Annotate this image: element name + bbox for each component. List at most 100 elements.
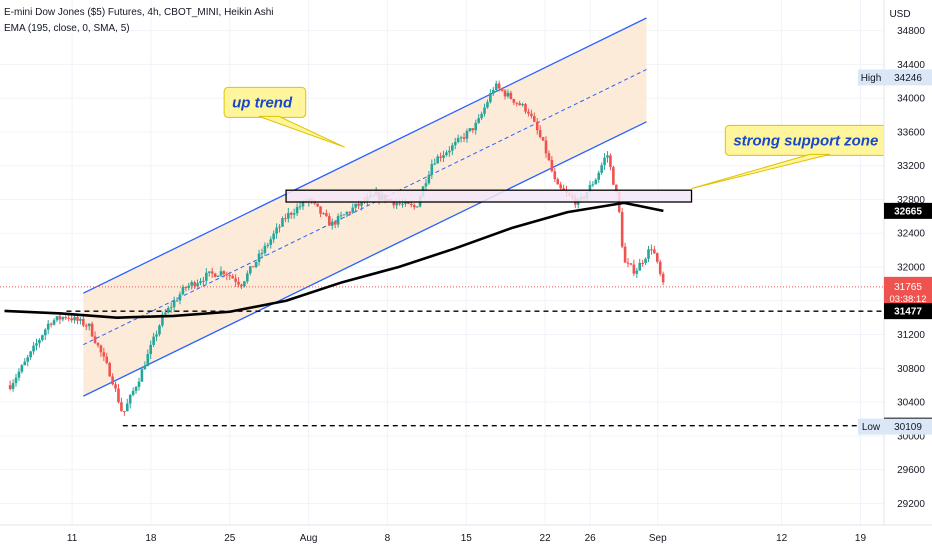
candle-body <box>137 381 141 387</box>
candle-body <box>187 285 191 288</box>
candle-body <box>533 116 536 122</box>
candle-body <box>486 102 489 108</box>
candle-body <box>184 287 188 289</box>
candle-body <box>480 113 483 119</box>
candle-body <box>240 284 243 287</box>
candle-body <box>210 271 214 274</box>
candle-body <box>117 388 120 403</box>
candle-body <box>623 246 627 263</box>
candle-body <box>169 307 173 309</box>
candle-body <box>234 278 237 282</box>
candle-body <box>500 88 504 91</box>
candle-body <box>14 377 18 383</box>
candle-body <box>111 376 114 385</box>
candle-body <box>442 155 445 158</box>
candle-body <box>11 382 15 389</box>
x-tick-label: Sep <box>649 533 667 544</box>
y-tick-label: 30000 <box>897 431 925 442</box>
candle-body <box>620 211 624 247</box>
candle-body <box>594 179 598 185</box>
candle-body <box>55 316 59 321</box>
hl-value-tag <box>884 69 932 86</box>
price-axis-bg <box>884 0 932 550</box>
candle-body <box>453 141 457 146</box>
y-tick-label: 29600 <box>897 465 925 476</box>
candle-body <box>96 342 100 346</box>
channel-upper-line <box>83 17 647 294</box>
candle-body <box>316 203 319 207</box>
candle-body <box>196 283 199 287</box>
candle-body <box>301 200 305 207</box>
candle-body <box>427 174 431 184</box>
candle-body <box>650 249 653 251</box>
candle-body <box>207 271 211 273</box>
candle-body <box>535 121 539 131</box>
x-tick-label: 18 <box>145 533 157 544</box>
candle-body <box>398 203 401 205</box>
candle-body <box>193 282 196 287</box>
candle-body <box>269 239 273 245</box>
candle-body <box>494 83 498 90</box>
candle-body <box>17 371 21 378</box>
candle-body <box>439 156 442 158</box>
candle-body <box>614 184 618 192</box>
candle-body <box>603 157 606 166</box>
callout-text: strong support zone <box>733 132 878 149</box>
x-tick-label: 12 <box>776 533 788 544</box>
candle-body <box>538 130 542 138</box>
callout-pointer <box>691 153 830 189</box>
candle-body <box>35 343 38 346</box>
candle-body <box>70 318 73 321</box>
candle-body <box>181 287 185 295</box>
candle-body <box>345 212 349 215</box>
candle-body <box>134 386 138 391</box>
candle-body <box>661 273 665 283</box>
candle-body <box>73 316 76 321</box>
candle-body <box>635 270 639 274</box>
candle-body <box>275 227 278 234</box>
candle-body <box>553 171 557 180</box>
candle-body <box>404 201 407 204</box>
candle-body <box>84 325 88 327</box>
candle-body <box>524 104 527 112</box>
candle-body <box>445 152 448 156</box>
channel-fill <box>83 18 647 397</box>
candle-body <box>199 281 202 284</box>
candle-body <box>298 206 302 208</box>
support-zone-rect <box>285 189 693 203</box>
candle-body <box>527 111 530 114</box>
candle-body <box>468 128 472 132</box>
candle-body <box>644 258 647 264</box>
candle-body <box>322 213 325 215</box>
candle-body <box>108 362 111 377</box>
candle-body <box>509 92 513 100</box>
candle-body <box>246 273 249 282</box>
candle-body <box>530 113 533 117</box>
x-tick-label: 15 <box>461 533 473 544</box>
y-tick-label: 34800 <box>897 26 925 37</box>
candle-body <box>114 384 117 389</box>
y-tick-label: 31200 <box>897 330 925 341</box>
candle-body <box>547 153 551 161</box>
candle-body <box>591 184 595 186</box>
candle-body <box>462 137 466 139</box>
candle-body <box>424 183 428 187</box>
candle-body <box>105 356 109 363</box>
candle-body <box>43 329 47 336</box>
candle-body <box>471 128 475 131</box>
callout-text: up trend <box>232 94 293 111</box>
candle-body <box>506 92 510 97</box>
candle-body <box>354 203 357 208</box>
candle-body <box>225 274 229 276</box>
candle-body <box>202 280 205 282</box>
callout-up-trend: up trend <box>223 86 345 148</box>
candle-body <box>483 107 486 114</box>
x-tick-label: 26 <box>585 533 597 544</box>
candle-body <box>266 244 270 246</box>
candle-body <box>190 282 193 286</box>
candle-body <box>357 203 360 206</box>
candle-body <box>152 336 155 345</box>
candle-body <box>459 137 463 139</box>
